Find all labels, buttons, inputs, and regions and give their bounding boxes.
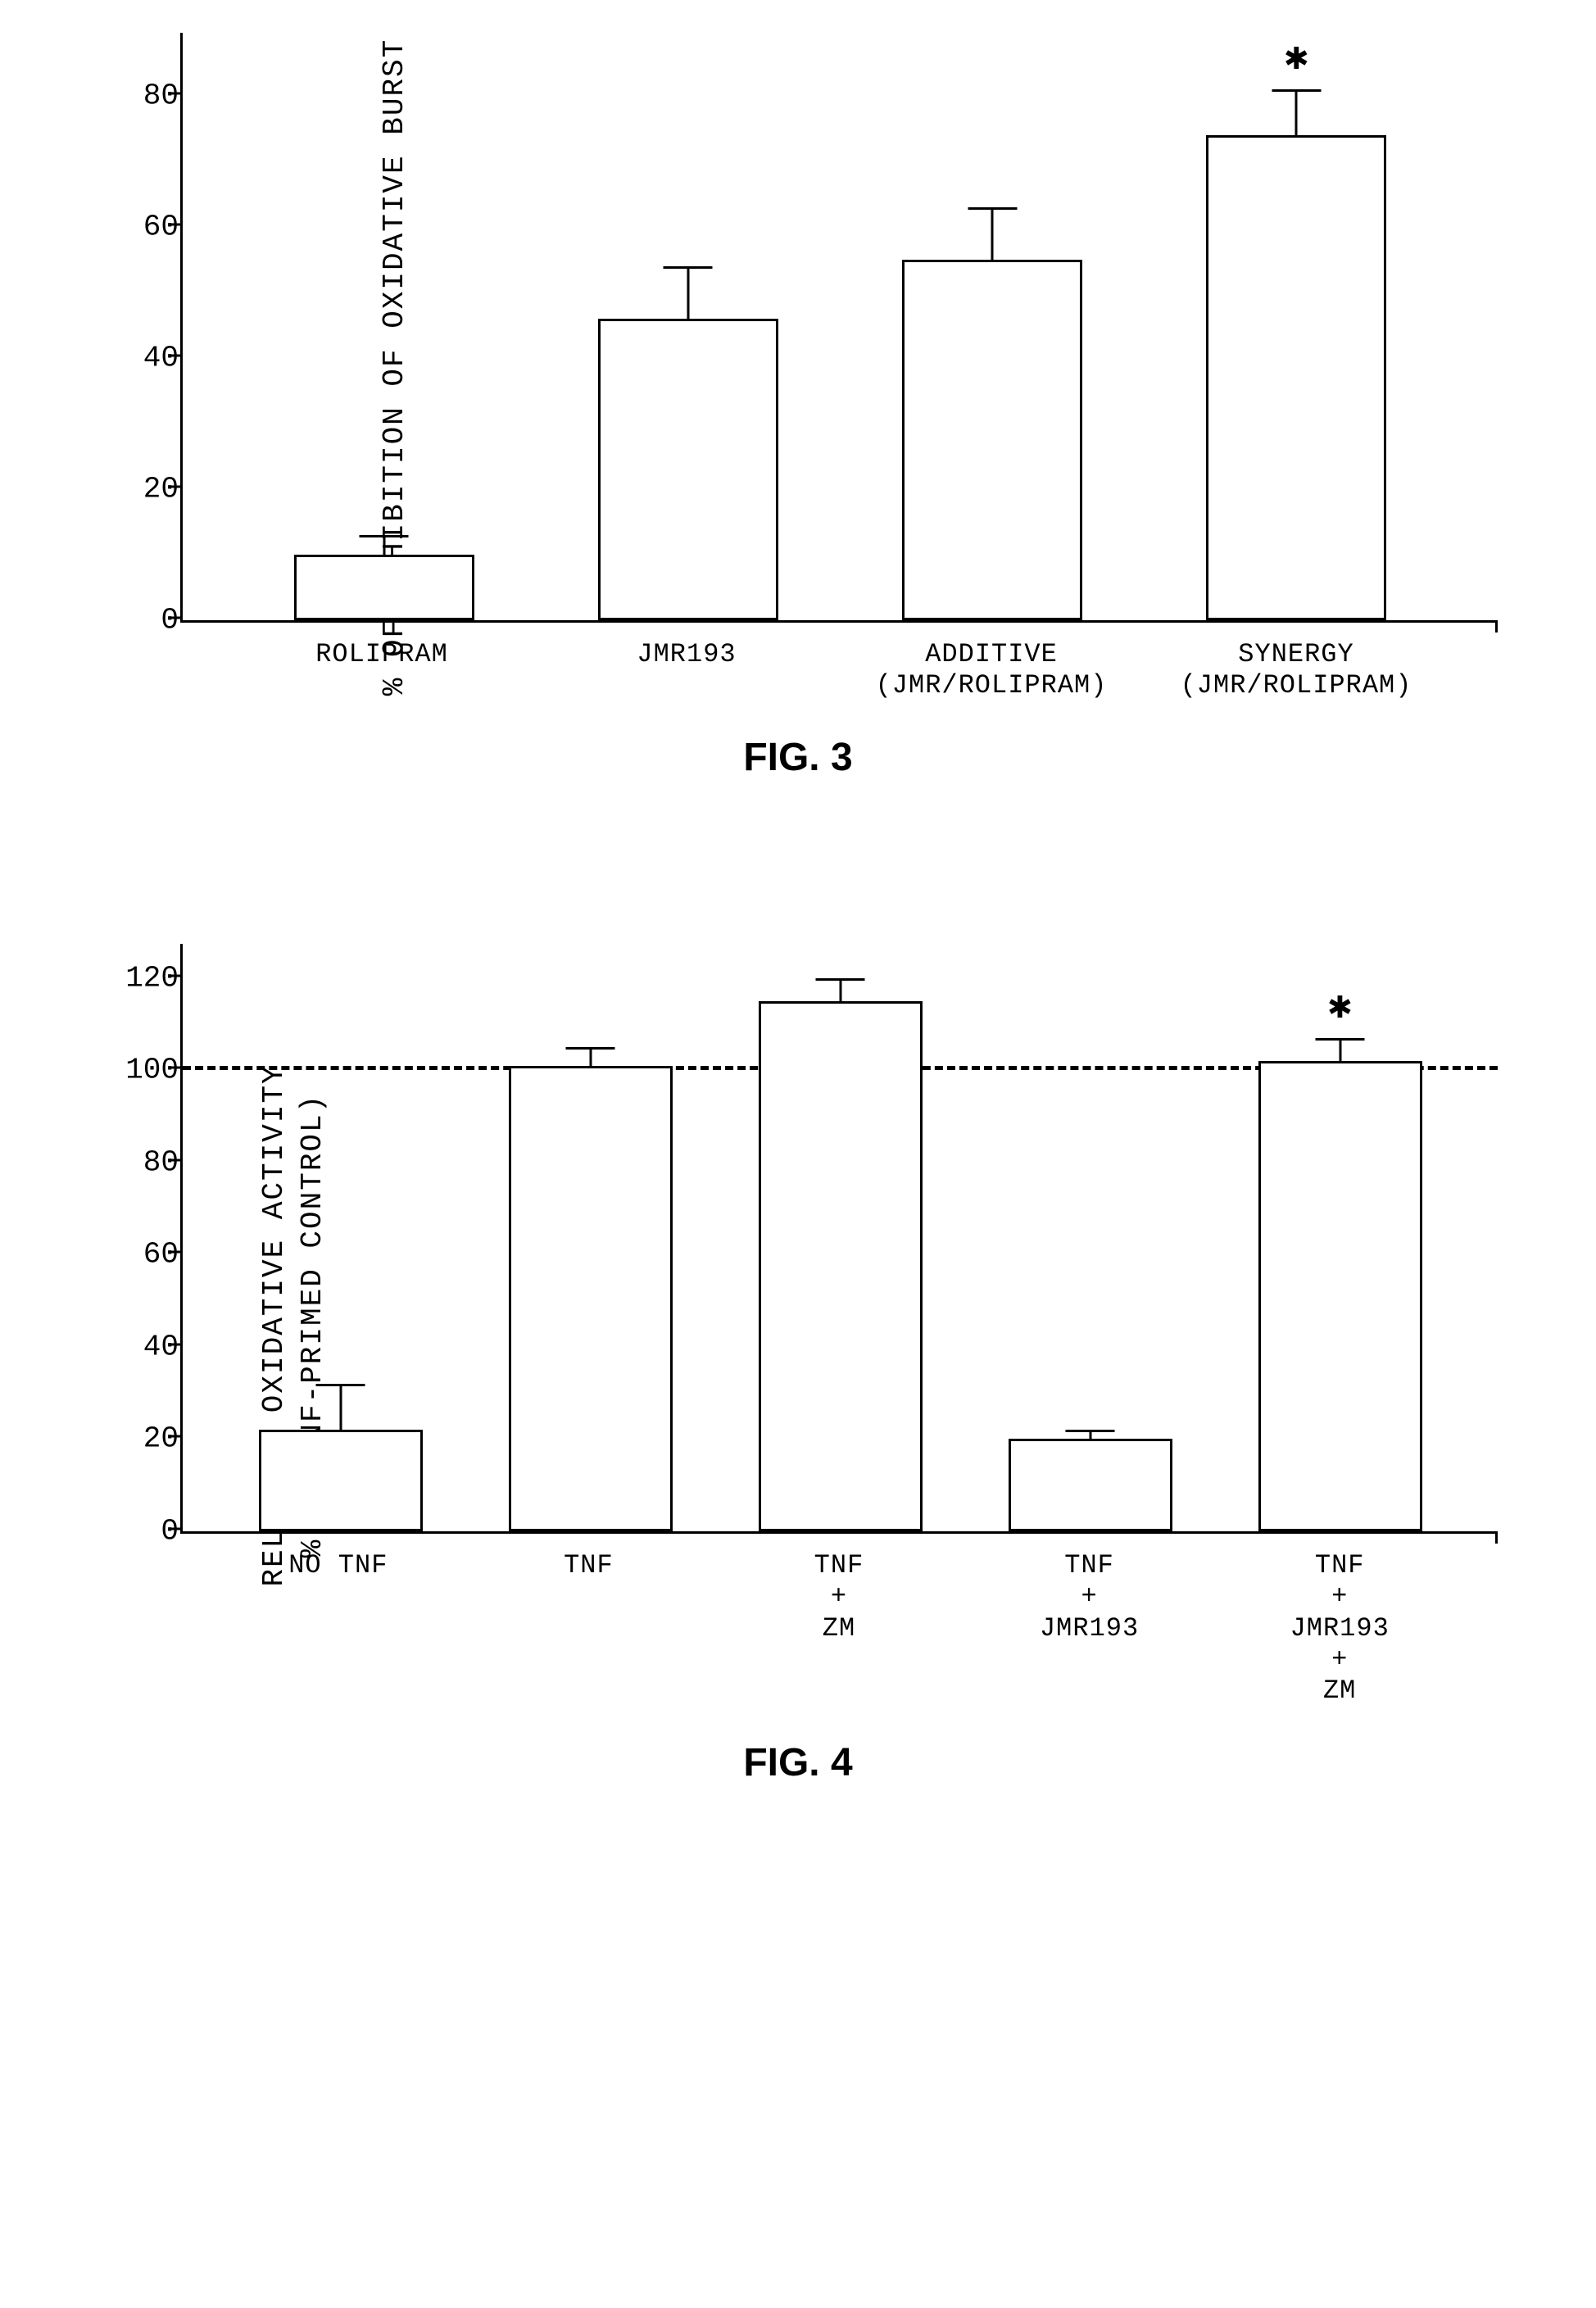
fig4-bar — [509, 1066, 673, 1531]
fig4-bar-group: ✱ — [1215, 1061, 1465, 1531]
fig3-error-cap — [1272, 89, 1321, 92]
significance-marker: ✱ — [1328, 982, 1352, 1030]
fig4-y-tick-mark — [170, 1343, 183, 1345]
fig4-bar-group — [215, 1430, 465, 1531]
fig3-bar-group — [841, 260, 1145, 620]
fig4-y-tick-mark — [170, 1251, 183, 1254]
fig4-bar — [1258, 1061, 1422, 1531]
fig4-bar-wrapper — [965, 1439, 1215, 1531]
fig3-x-label: ADDITIVE (JMR/ROLIPRAM) — [839, 639, 1144, 702]
fig3-bar — [294, 555, 474, 620]
fig4-y-tick-label: 120 — [121, 961, 179, 995]
fig3-y-tick-mark — [170, 617, 183, 619]
fig3-title: FIG. 3 — [33, 735, 1563, 780]
fig3-bar-wrapper — [536, 319, 840, 620]
fig3-bar-wrapper: ✱ — [1145, 135, 1449, 620]
fig3-y-tick-mark — [170, 355, 183, 357]
fig4-error-cap — [1066, 1430, 1115, 1432]
fig4-bar — [1009, 1439, 1172, 1531]
fig3-bar — [598, 319, 778, 620]
fig4-y-tick-mark — [170, 1067, 183, 1069]
fig4-error-cap — [566, 1047, 615, 1050]
fig3-y-tick-mark — [170, 93, 183, 95]
fig4-y-tick-mark — [170, 1527, 183, 1530]
fig4-bars-container: ✱ — [183, 944, 1498, 1531]
fig4-y-tick-label: 40 — [121, 1330, 179, 1363]
fig3-error-cap — [360, 535, 409, 537]
fig4-error-cap — [1316, 1038, 1365, 1041]
fig3-x-end-tick — [1495, 620, 1498, 633]
fig3-x-label: SYNERGY (JMR/ROLIPRAM) — [1144, 639, 1449, 702]
fig3-error-bar — [991, 207, 994, 260]
fig3-chart-wrapper: % OF INHIBITION OF OXIDATIVE BURST 02040… — [180, 33, 1498, 702]
fig4-x-label: TNF — [464, 1550, 714, 1707]
fig4-y-tick-mark — [170, 1435, 183, 1438]
fig4-bar — [259, 1430, 423, 1531]
fig4-y-tick-mark — [170, 974, 183, 977]
fig4-y-tick-label: 80 — [121, 1145, 179, 1179]
fig3-y-tick-mark — [170, 224, 183, 226]
fig3-error-bar — [1295, 89, 1298, 135]
fig3-bar-wrapper — [232, 555, 536, 620]
fig3-bar — [1206, 135, 1386, 620]
fig4-bar-group — [715, 1001, 965, 1531]
fig3-bars-container: ✱ — [183, 33, 1498, 620]
fig4-bar-group — [965, 1439, 1215, 1531]
fig4-x-label: TNF + ZM — [714, 1550, 964, 1707]
fig4-bar-wrapper: ✱ — [1215, 1061, 1465, 1531]
fig3-x-label: JMR193 — [534, 639, 839, 702]
fig4-x-label: NO TNF — [213, 1550, 464, 1707]
fig4-y-tick-label: 20 — [121, 1422, 179, 1456]
figure-3: % OF INHIBITION OF OXIDATIVE BURST 02040… — [33, 33, 1563, 780]
fig3-error-cap — [968, 207, 1017, 210]
fig4-x-labels: NO TNFTNFTNF + ZMTNF + JMR193TNF + JMR19… — [180, 1550, 1498, 1707]
fig4-bar — [759, 1001, 923, 1531]
fig4-x-label: TNF + JMR193 — [964, 1550, 1215, 1707]
significance-marker: ✱ — [1285, 33, 1308, 81]
fig4-chart-wrapper: RELATIVE OXIDATIVE ACTIVITY % OF TNF-PRI… — [180, 944, 1498, 1707]
fig4-error-bar — [1089, 1430, 1091, 1439]
fig4-bar-wrapper — [215, 1430, 465, 1531]
fig3-bar-wrapper — [841, 260, 1145, 620]
fig4-title: FIG. 4 — [33, 1740, 1563, 1785]
fig4-y-tick-label: 100 — [121, 1054, 179, 1087]
fig3-y-tick-mark — [170, 486, 183, 488]
fig3-error-bar — [687, 266, 689, 319]
fig4-y-tick-label: 60 — [121, 1238, 179, 1272]
fig3-bar — [902, 260, 1082, 620]
fig3-y-tick-label: 0 — [121, 604, 179, 637]
fig4-y-tick-label: 0 — [121, 1514, 179, 1548]
fig4-x-end-tick — [1495, 1531, 1498, 1544]
fig3-y-tick-label: 60 — [121, 211, 179, 244]
fig3-y-tick-label: 20 — [121, 473, 179, 506]
fig3-y-tick-label: 80 — [121, 79, 179, 113]
fig4-error-cap — [816, 978, 865, 981]
fig4-error-bar — [1339, 1038, 1341, 1061]
fig4-error-bar — [339, 1384, 342, 1430]
fig4-error-cap — [316, 1384, 365, 1386]
fig4-x-label: TNF + JMR193 + ZM — [1214, 1550, 1465, 1707]
figure-4: RELATIVE OXIDATIVE ACTIVITY % OF TNF-PRI… — [33, 944, 1563, 1785]
fig3-bar-group — [232, 555, 536, 620]
fig4-error-bar — [589, 1047, 592, 1066]
fig4-bar-group — [465, 1066, 715, 1531]
fig3-bar-group — [536, 319, 840, 620]
fig3-error-bar — [383, 535, 385, 555]
fig3-bar-group: ✱ — [1145, 135, 1449, 620]
fig3-y-tick-label: 40 — [121, 342, 179, 375]
fig4-error-bar — [839, 978, 841, 1001]
fig3-error-cap — [664, 266, 713, 269]
fig3-plot-area: 020406080✱ — [180, 33, 1498, 623]
fig4-y-tick-mark — [170, 1159, 183, 1161]
fig4-bar-wrapper — [715, 1001, 965, 1531]
fig4-bar-wrapper — [465, 1066, 715, 1531]
fig4-plot-area: 020406080100120✱ — [180, 944, 1498, 1534]
